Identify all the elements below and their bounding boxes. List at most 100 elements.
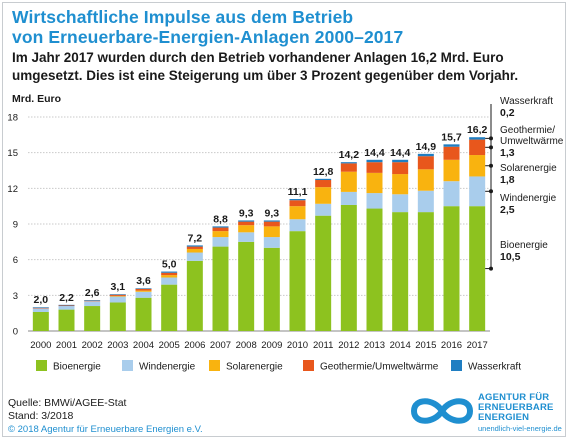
bar-total-label: 12,8: [313, 166, 334, 178]
annotation-dot: [489, 163, 493, 168]
bar-total-label: 14,2: [339, 149, 360, 161]
bar-segment-wasserkraft: [161, 271, 178, 273]
bar-segment-windenergie: [392, 194, 409, 213]
legend-swatch: [451, 360, 462, 371]
bar-segment-wasserkraft: [186, 245, 203, 247]
x-tick-label: 2014: [390, 340, 411, 351]
bar-segment-bioenergie: [58, 309, 75, 331]
bar-segment-bioenergie: [212, 246, 229, 331]
bar-segment-wasserkraft: [84, 300, 101, 301]
bar-total-label: 5,0: [162, 259, 177, 271]
bar-segment-bioenergie: [109, 302, 126, 331]
bar-segment-windenergie: [186, 252, 203, 261]
bar-segment-wasserkraft: [135, 288, 152, 289]
annotation-label: Umweltwärme: [500, 136, 564, 147]
bar-segment-geothermie-umweltw-rme: [84, 300, 101, 302]
subtitle-line-2: umgesetzt. Dies ist eine Steigerung um ü…: [12, 68, 519, 83]
copyright-note: © 2018 Agentur für Erneuerbare Energien …: [8, 424, 203, 435]
annotation-value: 1,8: [500, 174, 515, 186]
bar-segment-solarenergie: [109, 295, 126, 297]
bar-segment-geothermie-umweltw-rme: [109, 294, 126, 296]
logo-text-line-3: ENERGIEN: [478, 412, 530, 423]
bar-segment-windenergie: [417, 190, 434, 213]
y-tick-label: 3: [13, 291, 18, 302]
bar-segment-bioenergie: [469, 206, 486, 331]
legend-label: Bioenergie: [53, 362, 101, 373]
x-tick-label: 2000: [30, 340, 51, 351]
logo-text-line-1: AGENTUR FÜR: [478, 392, 550, 403]
logo-text-line-2: ERNEUERBARE: [478, 402, 554, 413]
bar-segment-solarenergie: [135, 290, 152, 292]
bar-segment-geothermie-umweltw-rme: [417, 156, 434, 170]
bar-segment-windenergie: [135, 291, 152, 298]
logo-url: unendlich-viel-energie.de: [478, 424, 562, 433]
annotation-dot: [489, 189, 493, 194]
legend-label: Solarenergie: [226, 362, 283, 373]
bar-segment-bioenergie: [161, 284, 178, 331]
bar-segment-wasserkraft: [263, 220, 280, 222]
bar-segment-wasserkraft: [443, 144, 460, 147]
bar-segment-bioenergie: [366, 208, 383, 331]
legend-swatch: [209, 360, 220, 371]
bar-segment-geothermie-umweltw-rme: [340, 163, 357, 172]
bar-segment-windenergie: [32, 308, 49, 312]
bar-segment-windenergie: [443, 181, 460, 207]
x-tick-label: 2009: [261, 340, 282, 351]
bar-segment-geothermie-umweltw-rme: [161, 272, 178, 276]
bar-segment-bioenergie: [135, 297, 152, 331]
bar-segment-windenergie: [238, 232, 255, 242]
bar-segment-wasserkraft: [366, 159, 383, 163]
annotation-dot: [489, 145, 493, 150]
title-line-2: von Erneuerbare-Energien-Anlagen 2000–20…: [12, 27, 404, 47]
bar-segment-bioenergie: [84, 306, 101, 331]
legend-swatch: [122, 360, 133, 371]
bar-segment-bioenergie: [392, 212, 409, 331]
bar-total-label: 14,4: [390, 147, 411, 159]
bar-segment-wasserkraft: [417, 153, 434, 157]
x-tick-label: 2008: [236, 340, 257, 351]
bar-segment-solarenergie: [340, 171, 357, 192]
bar-segment-wasserkraft: [212, 226, 229, 228]
bar-total-label: 16,2: [467, 124, 488, 136]
bar-segment-geothermie-umweltw-rme: [469, 139, 486, 156]
bar-segment-windenergie: [469, 176, 486, 207]
bar-segment-windenergie: [84, 301, 101, 307]
x-tick-label: 2005: [159, 340, 180, 351]
bar-segment-bioenergie: [315, 215, 332, 331]
y-tick-label: 12: [7, 184, 18, 195]
annotation-label: Wasserkraft: [500, 96, 553, 107]
y-tick-label: 9: [13, 220, 18, 231]
bar-segment-geothermie-umweltw-rme: [186, 246, 203, 249]
annotation-label: Geothermie/: [500, 125, 555, 136]
bar-segment-solarenergie: [443, 159, 460, 182]
annotation-value: 0,2: [500, 107, 515, 119]
bar-segment-geothermie-umweltw-rme: [212, 227, 229, 232]
bar-total-label: 11,1: [288, 186, 308, 198]
title-line-1: Wirtschaftliche Impulse aus dem Betrieb: [12, 7, 354, 27]
bar-total-label: 14,9: [416, 141, 437, 153]
bar-segment-windenergie: [263, 237, 280, 248]
bar-segment-geothermie-umweltw-rme: [443, 146, 460, 160]
x-tick-label: 2006: [184, 340, 205, 351]
bar-segment-bioenergie: [186, 260, 203, 331]
annotation-label: Bioenergie: [500, 240, 548, 251]
bar-segment-bioenergie: [340, 204, 357, 331]
bar-segment-bioenergie: [443, 206, 460, 331]
x-tick-label: 2015: [415, 340, 436, 351]
bar-segment-windenergie: [58, 306, 75, 310]
bar-segment-wasserkraft: [32, 307, 49, 308]
bar-total-label: 2,2: [59, 292, 74, 304]
bar-segment-geothermie-umweltw-rme: [135, 288, 152, 291]
x-tick-label: 2001: [56, 340, 77, 351]
bar-segment-wasserkraft: [469, 137, 486, 140]
bar-segment-wasserkraft: [340, 162, 357, 164]
bar-segment-windenergie: [366, 193, 383, 209]
bar-total-label: 14,4: [364, 147, 385, 159]
bar-segment-geothermie-umweltw-rme: [289, 200, 306, 207]
bar-total-label: 2,6: [85, 287, 100, 299]
bar-segment-geothermie-umweltw-rme: [238, 221, 255, 226]
bar-segment-geothermie-umweltw-rme: [32, 307, 49, 309]
bar-segment-geothermie-umweltw-rme: [58, 305, 75, 307]
bar-segment-bioenergie: [263, 247, 280, 331]
